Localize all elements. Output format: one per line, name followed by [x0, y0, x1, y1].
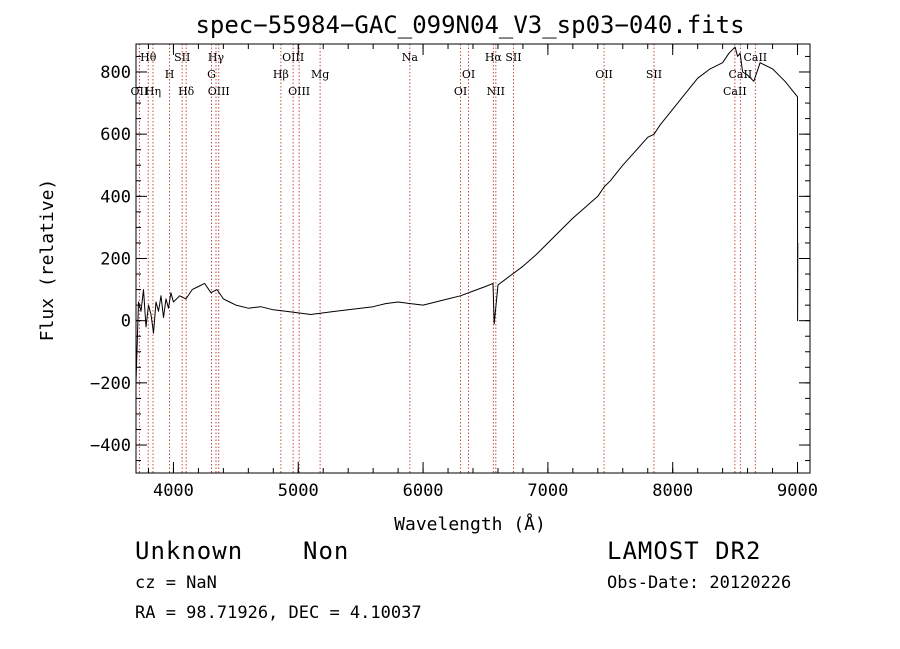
y-tick-label-6: 800 — [100, 63, 131, 83]
line-label-6: Hγ — [208, 51, 225, 64]
line-label-18: NII — [487, 85, 505, 98]
coordinates-text: RA = 98.71926, DEC = 4.10037 — [135, 603, 422, 623]
line-label-11: OIII — [288, 85, 310, 98]
object-subclass: Non — [303, 537, 350, 565]
line-label-0: Hθ — [140, 51, 157, 64]
survey-name: LAMOST DR2 — [607, 537, 762, 565]
plot-border — [135, 43, 811, 474]
line-labels: HθOIIHηHSIIHδHγGOIIIOIIIHβOIIIMgNaOIOIHα… — [131, 51, 768, 98]
line-label-1: OII — [131, 85, 149, 98]
observation-date: Obs-Date: 20120226 — [607, 573, 792, 593]
chart-title: spec−55984−GAC_099N04_V3_sp03−040.fits — [195, 11, 744, 39]
line-label-14: OI — [462, 68, 475, 81]
line-label-8: OIII — [208, 85, 230, 98]
line-label-16: Hα — [485, 51, 503, 64]
line-label-2: Hη — [145, 85, 161, 98]
object-class: Unknown — [135, 537, 244, 565]
y-tick-label-4: 400 — [100, 187, 131, 207]
line-label-5: Hδ — [178, 85, 195, 98]
line-label-15: OI — [454, 85, 467, 98]
x-tick-label-2: 6000 — [403, 481, 444, 501]
x-tick-label-1: 5000 — [278, 481, 319, 501]
line-label-23: CaII — [723, 85, 747, 98]
series-line-0 — [135, 46, 799, 383]
redshift-text: cz = NaN — [135, 573, 217, 593]
y-tick-label-3: 200 — [100, 250, 131, 270]
line-label-4: SII — [174, 51, 190, 64]
line-label-22: CaII — [729, 68, 753, 81]
plot-frame — [135, 43, 811, 474]
line-label-9: OIII — [282, 51, 304, 64]
line-label-21: CaII — [743, 51, 767, 64]
x-tick-label-0: 4000 — [153, 481, 194, 501]
flux-series — [135, 46, 799, 383]
x-axis-label: Wavelength (Å) — [394, 513, 546, 535]
line-label-13: Na — [402, 51, 419, 64]
line-label-20: SII — [646, 68, 662, 81]
line-label-19: OII — [595, 68, 613, 81]
line-label-7: G — [207, 68, 216, 81]
y-tick-label-0: −400 — [90, 436, 131, 456]
line-label-17: SII — [505, 51, 521, 64]
emission-line-markers — [138, 44, 756, 473]
y-tick-label-2: 0 — [121, 312, 131, 332]
y-tick-label-5: 600 — [100, 125, 131, 145]
axis-ticks: 4000 5000 6000 7000 8000 9000 −400 −200 0 200 400 6… — [90, 44, 818, 501]
y-axis-label: Flux (relative) — [37, 179, 58, 342]
line-label-3: H — [165, 68, 175, 81]
x-tick-label-5: 9000 — [777, 481, 818, 501]
line-label-12: Mg — [311, 68, 329, 81]
line-label-10: Hβ — [273, 68, 289, 81]
y-tick-label-1: −200 — [90, 374, 131, 394]
x-tick-label-3: 7000 — [527, 481, 568, 501]
x-tick-label-4: 8000 — [652, 481, 693, 501]
